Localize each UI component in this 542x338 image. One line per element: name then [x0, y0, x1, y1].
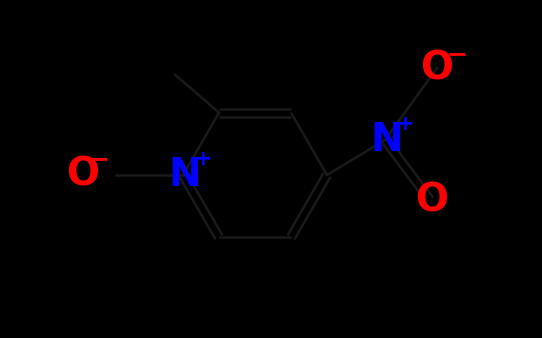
Text: +: + — [396, 114, 414, 134]
Text: −: − — [88, 147, 109, 171]
Text: N: N — [169, 156, 201, 194]
Text: N: N — [371, 121, 403, 159]
Text: O: O — [421, 49, 454, 87]
Text: O: O — [67, 156, 100, 194]
Text: O: O — [416, 181, 448, 219]
Text: +: + — [193, 149, 212, 169]
Text: −: − — [447, 42, 468, 66]
